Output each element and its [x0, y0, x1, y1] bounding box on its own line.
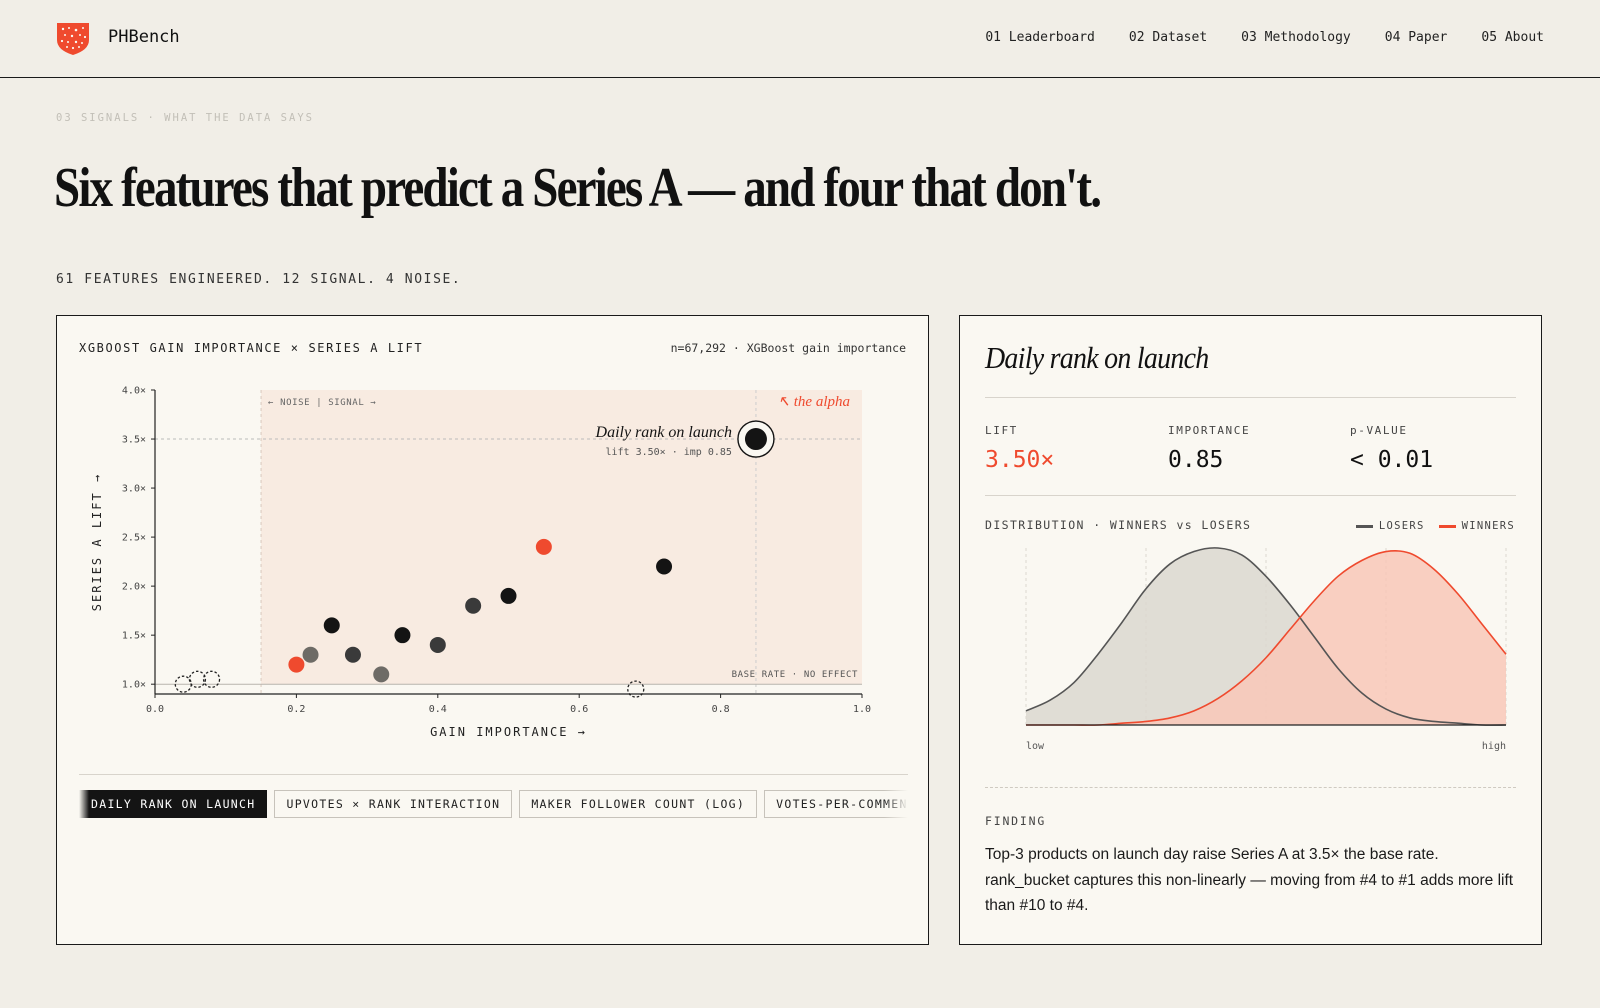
noise-feature-point [188, 670, 207, 688]
stat-p-value: p-VALUE < 0.01 [1350, 424, 1433, 473]
winners-area [1026, 550, 1506, 726]
feature-scatter-card: XGBOOST GAIN IMPORTANCE × SERIES A LIFT … [56, 315, 929, 945]
legend-winners: WINNERS [1438, 520, 1515, 532]
finding-text: Top-3 products on launch day raise Serie… [985, 846, 1514, 914]
legend-winners-swatch [1438, 524, 1456, 528]
legend-losers: LOSERS [1355, 520, 1425, 532]
finding-label: FINDING [985, 814, 1047, 828]
y-tick-label: 3.5× [122, 435, 146, 446]
tabs-fade-left [79, 790, 89, 820]
main-nav: 01 Leaderboard 02 Dataset 03 Methodology… [985, 30, 1544, 45]
noise-feature-point [202, 670, 221, 688]
stats-divider [985, 495, 1516, 496]
nav-dataset[interactable]: 02 Dataset [1128, 30, 1208, 45]
tab-upvotes-rank-interaction[interactable]: UPVOTES × RANK INTERACTION [274, 790, 513, 818]
distribution-low-label: low [1026, 741, 1045, 752]
x-tick-label: 0.0 [146, 704, 164, 715]
y-tick-label: 3.0× [122, 484, 146, 495]
highlight-point [744, 428, 767, 451]
stat-lift-value: 3.50× [985, 447, 1055, 473]
nav-leaderboard[interactable]: 01 Leaderboard [985, 30, 1095, 45]
title-divider [985, 397, 1516, 398]
winners-vs-losers-distribution-chart: low high [1025, 547, 1507, 752]
signal-feature-point [344, 646, 361, 663]
signal-feature-point [465, 597, 482, 614]
section-headline: Six features that predict a Series A — a… [54, 157, 1102, 219]
x-tick-label: 0.6 [570, 704, 588, 715]
distribution-high-label: high [1482, 741, 1506, 752]
nav-methodology[interactable]: 03 Methodology [1241, 30, 1351, 45]
stat-importance-label: IMPORTANCE [1168, 424, 1251, 437]
section-subline: 61 FEATURES ENGINEERED. 12 SIGNAL. 4 NOI… [56, 272, 462, 287]
y-tick-label: 1.5× [122, 631, 146, 642]
legend-winners-label: WINNERS [1461, 520, 1515, 532]
tabs-fade-right [884, 790, 908, 820]
section-eyebrow: 03 SIGNALS · WHAT THE DATA SAYS [56, 112, 314, 124]
stat-lift: LIFT 3.50× [985, 424, 1054, 473]
x-axis-label: GAIN IMPORTANCE → [430, 725, 587, 739]
y-tick-label: 1.0× [122, 680, 146, 691]
tab-daily-rank-on-launch[interactable]: DAILY RANK ON LAUNCH [79, 790, 268, 818]
detail-card-title: Daily rank on launch [985, 340, 1209, 375]
brand-name[interactable]: PHBench [108, 27, 180, 47]
stat-importance-value: 0.85 [1168, 447, 1224, 473]
highlight-point-detail: lift 3.50× · imp 0.85 [606, 447, 732, 458]
signal-feature-point [656, 558, 673, 575]
y-tick-label: 2.0× [122, 582, 146, 593]
base-rate-label: BASE RATE · NO EFFECT [732, 670, 858, 680]
legend-losers-label: LOSERS [1378, 520, 1425, 532]
x-tick-label: 1.0 [853, 704, 871, 715]
signal-feature-point [288, 656, 305, 673]
signal-feature-point [394, 627, 411, 644]
distribution-label: DISTRIBUTION · WINNERS vs LOSERS [985, 518, 1252, 532]
y-axis-label: SERIES A LIFT → [90, 473, 104, 611]
stat-p-value-value: < 0.01 [1350, 447, 1434, 473]
y-tick-label: 2.5× [122, 533, 146, 544]
x-tick-label: 0.2 [287, 704, 305, 715]
signal-feature-point [429, 636, 446, 653]
feature-tabs: DAILY RANK ON LAUNCH UPVOTES × RANK INTE… [79, 790, 908, 820]
importance-lift-scatter-plot: ← NOISE | SIGNAL → BASE RATE · NO EFFECT 1… [90, 386, 871, 740]
stat-p-value-label: p-VALUE [1350, 424, 1408, 437]
signal-feature-point [500, 587, 517, 604]
signal-feature-point [302, 646, 319, 663]
highlight-point-label: Daily rank on launch [595, 424, 732, 441]
tabs-divider [79, 774, 908, 775]
top-navigation-bar: PHBench 01 Leaderboard 02 Dataset 03 Met… [0, 0, 1600, 78]
x-tick-label: 0.8 [712, 704, 730, 715]
finding-divider [985, 787, 1516, 788]
feature-detail-card: Daily rank on launch LIFT 3.50× IMPORTAN… [959, 315, 1542, 945]
losers-area [1026, 547, 1506, 726]
noise-feature-point [627, 680, 645, 698]
scatter-card-meta: n=67,292 · XGBoost gain importance [670, 341, 906, 355]
legend-losers-swatch [1355, 524, 1373, 528]
noise-signal-label: ← NOISE | SIGNAL → [268, 398, 376, 408]
distribution-legend: LOSERS WINNERS [1355, 520, 1515, 532]
scatter-card-title: XGBOOST GAIN IMPORTANCE × SERIES A LIFT [79, 341, 424, 355]
x-tick-label: 0.4 [429, 704, 447, 715]
signal-feature-point [323, 617, 340, 634]
signal-feature-point [535, 538, 552, 555]
stat-lift-label: LIFT [985, 424, 1018, 437]
alpha-annotation: ↖ the alpha [777, 394, 850, 410]
tab-maker-follower-count[interactable]: MAKER FOLLOWER COUNT (LOG) [519, 790, 758, 818]
y-tick-label: 4.0× [122, 386, 146, 397]
nav-about[interactable]: 05 About [1481, 30, 1544, 45]
signal-feature-point [373, 666, 390, 683]
losers-line [1025, 547, 1507, 726]
stat-importance: IMPORTANCE 0.85 [1168, 424, 1250, 473]
nav-paper[interactable]: 04 Paper [1384, 30, 1448, 45]
shield-dots-icon[interactable] [55, 20, 91, 56]
